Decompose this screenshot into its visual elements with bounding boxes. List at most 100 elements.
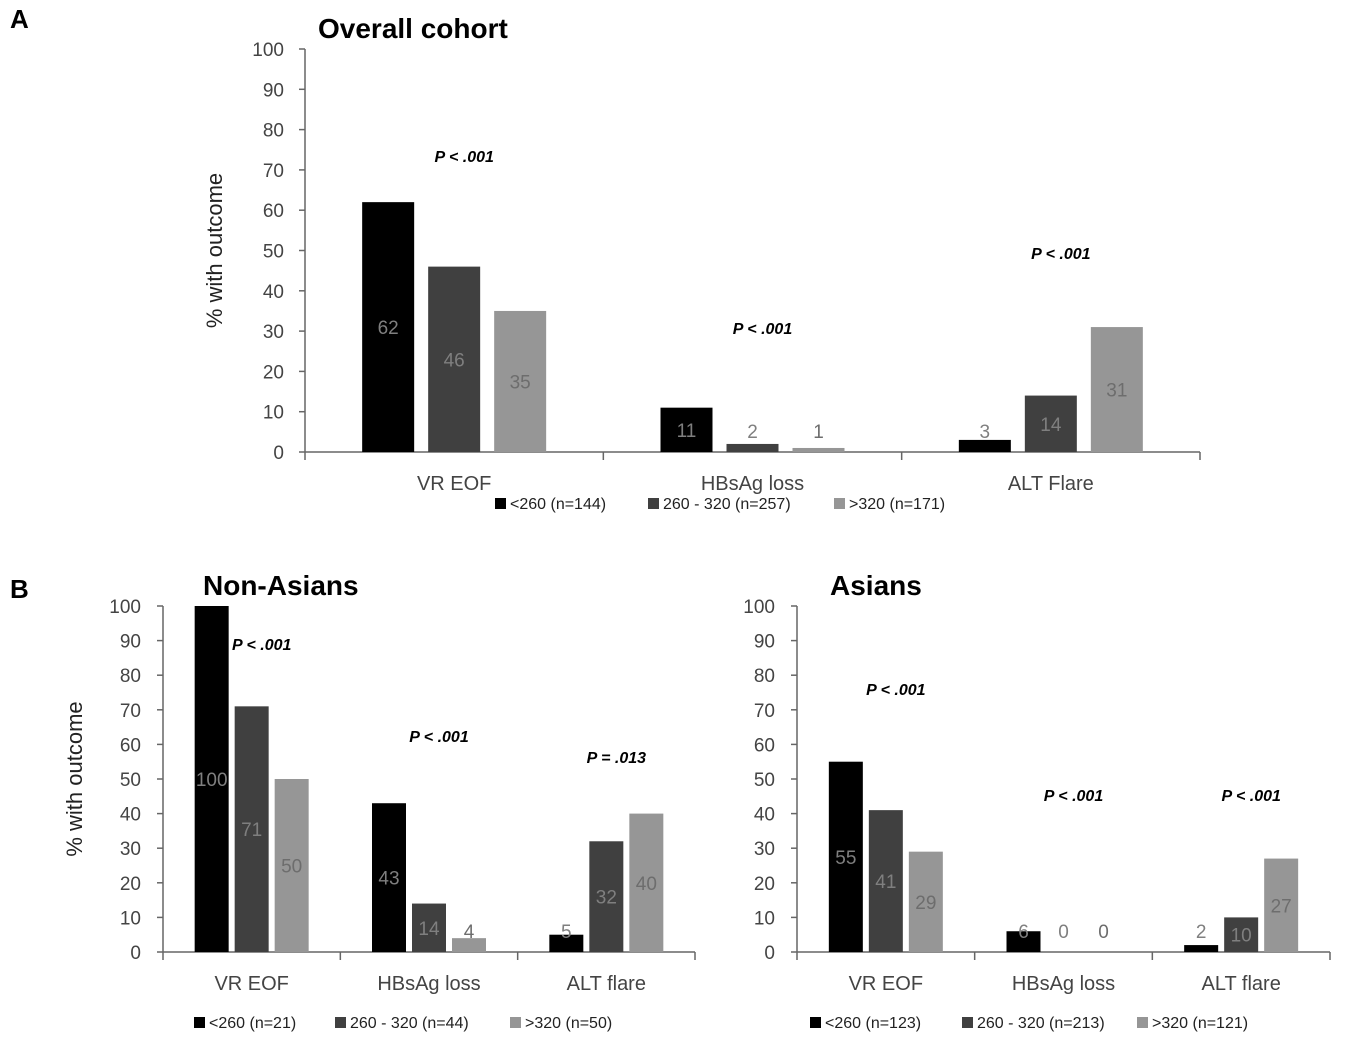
legend-swatch <box>810 1017 821 1028</box>
bar <box>428 266 481 452</box>
legend-entry: <260 (n=123) <box>825 1015 921 1032</box>
y-tick-label: 90 <box>754 632 775 653</box>
y-tick-label: 70 <box>754 701 775 722</box>
data-label: 14 <box>418 919 440 940</box>
x-category-label: ALT flare <box>1202 973 1281 995</box>
bar <box>726 443 779 452</box>
data-label: 10 <box>1231 926 1252 947</box>
legend-entry: >320 (n=121) <box>1152 1015 1248 1032</box>
data-label: 11 <box>677 421 697 442</box>
bar <box>412 903 446 952</box>
y-tick-label: 0 <box>764 943 775 964</box>
chart-title: Asians <box>830 570 922 601</box>
y-tick-label: 70 <box>263 161 284 182</box>
bar <box>1006 931 1041 952</box>
x-category-label: HBsAg loss <box>701 473 804 495</box>
x-category-label: VR EOF <box>849 973 923 995</box>
bar <box>452 938 486 952</box>
data-label: 43 <box>378 869 399 890</box>
y-tick-label: 80 <box>263 121 284 142</box>
p-value-annotation: P < .001 <box>434 149 494 166</box>
y-tick-label: 20 <box>263 362 284 383</box>
panel-letter-a: A <box>10 4 29 34</box>
bar <box>372 803 406 952</box>
x-category-label: VR EOF <box>417 473 491 495</box>
x-category-label: HBsAg loss <box>377 973 480 995</box>
data-label: 6 <box>1018 922 1029 943</box>
p-value-annotation: P < .001 <box>232 637 292 654</box>
panel-letter-b: B <box>10 574 29 604</box>
data-label: 4 <box>464 922 475 943</box>
bar <box>1264 858 1299 952</box>
bar <box>1024 395 1077 452</box>
legend-entry: <260 (n=144) <box>510 496 606 513</box>
y-tick-label: 0 <box>130 943 141 964</box>
x-category-label: HBsAg loss <box>1012 973 1115 995</box>
data-label: 62 <box>378 318 399 339</box>
legend-entry: 260 - 320 (n=44) <box>350 1015 469 1032</box>
chart-non-asians: Non-Asians % with outcome 0 10 20 30 40 50 60 70 8… <box>62 570 696 1032</box>
data-label: 41 <box>875 872 896 893</box>
y-tick-label: 60 <box>120 735 141 756</box>
x-category-label: VR EOF <box>214 973 288 995</box>
bar <box>792 447 845 452</box>
y-tick-label: 70 <box>120 701 141 722</box>
p-value-annotation: P < .001 <box>1044 788 1104 805</box>
y-tick-label: 50 <box>263 242 284 263</box>
y-tick-label: 60 <box>263 201 284 222</box>
y-tick-label: 20 <box>754 874 775 895</box>
legend-swatch <box>495 498 506 509</box>
bar <box>1090 327 1143 452</box>
data-label: 32 <box>596 888 617 909</box>
legend-entry: 260 - 320 (n=213) <box>977 1015 1105 1032</box>
y-tick-label: 100 <box>252 40 284 61</box>
data-label: 29 <box>915 893 936 914</box>
legend-swatch <box>1137 1017 1148 1028</box>
legend-swatch <box>648 498 659 509</box>
bar <box>274 779 309 952</box>
legend-entry: >320 (n=171) <box>849 496 945 513</box>
data-label: 1 <box>813 422 824 443</box>
bar <box>868 810 903 952</box>
y-tick-label: 60 <box>754 735 775 756</box>
bar <box>958 439 1011 452</box>
y-axis-label: % with outcome <box>202 173 227 328</box>
data-label: 0 <box>1058 922 1069 943</box>
chart-overall-cohort: Overall cohort % with outcome 0 10 20 30 40 50 6… <box>202 13 1201 513</box>
y-tick-label: 30 <box>754 839 775 860</box>
p-value-annotation: P < .001 <box>409 729 469 746</box>
data-label: 2 <box>747 422 758 443</box>
y-tick-label: 90 <box>120 632 141 653</box>
legend-swatch <box>962 1017 973 1028</box>
data-label: 27 <box>1271 896 1292 917</box>
y-tick-label: 10 <box>120 908 141 929</box>
y-tick-label: 0 <box>273 443 284 464</box>
data-label: 2 <box>1196 922 1207 943</box>
data-label: 55 <box>835 848 856 869</box>
p-value-annotation: P < .001 <box>1031 246 1091 263</box>
y-tick-label: 50 <box>754 770 775 791</box>
bar <box>629 813 664 952</box>
y-axis-label: % with outcome <box>62 701 87 856</box>
bar <box>1224 917 1259 952</box>
bar <box>1184 945 1219 952</box>
data-label: 100 <box>196 770 228 791</box>
data-label: 31 <box>1106 381 1127 402</box>
data-label: 71 <box>241 820 262 841</box>
legend-swatch <box>194 1017 205 1028</box>
p-value-annotation: P < .001 <box>733 321 793 338</box>
chart-title: Non-Asians <box>203 570 359 601</box>
p-value-annotation: P = .013 <box>587 750 647 767</box>
data-label: 46 <box>444 350 465 371</box>
p-value-annotation: P < .001 <box>866 682 926 699</box>
legend-entry: 260 - 320 (n=257) <box>663 496 791 513</box>
y-tick-label: 40 <box>263 282 284 303</box>
y-tick-label: 100 <box>109 597 141 618</box>
bar <box>234 706 269 952</box>
legend-entry: <260 (n=21) <box>209 1015 296 1032</box>
x-category-label: ALT Flare <box>1008 473 1094 495</box>
y-tick-label: 10 <box>754 908 775 929</box>
chart-title: Overall cohort <box>318 13 508 44</box>
bar <box>549 934 584 952</box>
